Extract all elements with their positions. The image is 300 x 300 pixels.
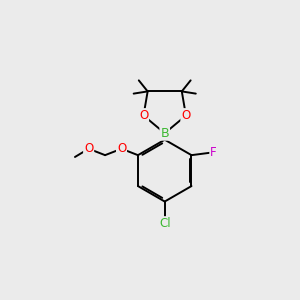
Text: O: O bbox=[117, 142, 126, 155]
Text: O: O bbox=[181, 109, 190, 122]
Text: O: O bbox=[139, 109, 148, 122]
Text: Cl: Cl bbox=[159, 217, 170, 230]
Text: F: F bbox=[210, 146, 217, 159]
Text: B: B bbox=[160, 127, 169, 140]
Text: O: O bbox=[84, 142, 93, 155]
